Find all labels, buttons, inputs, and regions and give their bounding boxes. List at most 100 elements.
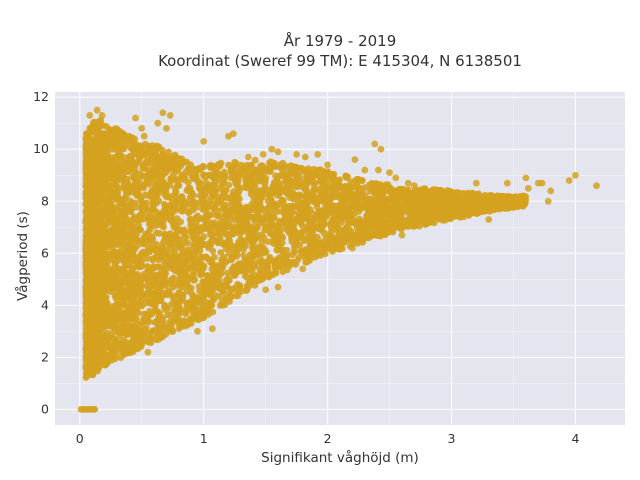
data-point <box>93 253 101 261</box>
data-point <box>239 218 247 225</box>
data-point <box>225 181 233 189</box>
data-point <box>129 283 136 290</box>
data-point <box>183 158 191 166</box>
data-point <box>106 217 114 225</box>
data-point <box>311 215 319 223</box>
data-point <box>275 190 283 197</box>
data-point <box>155 155 163 163</box>
data-point <box>350 210 358 218</box>
data-point <box>197 224 205 232</box>
data-point <box>202 178 210 186</box>
data-point <box>202 253 210 261</box>
data-point <box>336 246 344 253</box>
data-point <box>135 309 142 317</box>
data-point <box>91 260 99 267</box>
data-point <box>345 225 353 233</box>
data-point <box>221 187 229 195</box>
data-point <box>172 194 180 202</box>
data-point <box>174 182 181 190</box>
data-point <box>165 214 173 222</box>
data-point <box>258 239 266 247</box>
data-point <box>121 330 129 337</box>
data-point <box>189 293 197 301</box>
data-point <box>283 226 291 234</box>
data-point <box>212 199 220 207</box>
data-point <box>174 304 182 312</box>
data-point <box>278 165 285 173</box>
data-point <box>82 194 90 202</box>
data-point <box>248 191 256 199</box>
data-point <box>195 184 203 192</box>
data-point <box>85 212 93 219</box>
data-point <box>398 225 405 233</box>
data-point <box>134 280 142 288</box>
data-point <box>345 212 353 220</box>
data-point <box>123 175 131 183</box>
data-point <box>367 185 374 192</box>
data-point <box>131 226 139 233</box>
data-point <box>119 323 127 331</box>
data-point <box>153 289 161 296</box>
chart-title-line-2: Koordinat (Sweref 99 TM): E 415304, N 61… <box>158 52 522 70</box>
data-point <box>120 159 128 166</box>
data-point <box>149 241 157 249</box>
data-point <box>167 175 175 183</box>
data-point <box>264 238 272 246</box>
data-point <box>264 267 272 275</box>
data-point <box>485 192 492 200</box>
data-point <box>194 212 202 220</box>
data-point <box>165 258 173 265</box>
data-point <box>115 206 123 214</box>
data-point <box>132 144 140 151</box>
data-point <box>140 318 147 325</box>
data-point <box>122 188 130 196</box>
data-point <box>293 191 301 199</box>
data-point <box>96 344 104 352</box>
data-point <box>206 225 213 233</box>
data-point <box>161 273 169 281</box>
data-point <box>182 308 190 315</box>
data-point <box>305 247 312 255</box>
data-point <box>430 219 438 227</box>
data-point <box>455 196 463 204</box>
data-point <box>131 291 138 299</box>
data-point <box>90 244 97 252</box>
data-point <box>204 210 212 218</box>
data-point <box>127 144 134 152</box>
data-point <box>226 212 233 220</box>
data-point <box>413 187 421 195</box>
data-point <box>246 178 254 185</box>
data-point <box>149 235 157 243</box>
data-point <box>103 228 111 236</box>
data-point <box>143 282 151 290</box>
data-point <box>178 193 186 201</box>
data-point <box>161 301 169 309</box>
data-point <box>329 176 337 184</box>
chart-title: År 1979 - 2019 Koordinat (Sweref 99 TM):… <box>158 31 522 70</box>
data-point <box>120 154 128 161</box>
data-point <box>322 184 330 192</box>
data-point <box>217 249 225 256</box>
data-point <box>237 167 245 175</box>
data-point <box>254 224 261 232</box>
data-point <box>284 183 292 191</box>
data-point <box>298 249 305 256</box>
data-point <box>129 232 137 240</box>
data-point <box>303 186 310 194</box>
data-point <box>163 193 170 201</box>
data-point <box>370 180 378 188</box>
data-point <box>323 206 331 214</box>
data-point <box>310 165 318 173</box>
data-point <box>273 246 281 254</box>
data-point <box>216 239 224 247</box>
data-point <box>151 219 159 226</box>
data-point <box>130 252 137 260</box>
data-point <box>280 197 287 204</box>
data-point <box>220 178 228 185</box>
data-point <box>186 216 194 223</box>
data-point <box>191 261 199 269</box>
data-point <box>209 259 216 267</box>
data-point <box>296 241 304 249</box>
data-point <box>240 257 248 265</box>
data-point <box>151 271 159 279</box>
